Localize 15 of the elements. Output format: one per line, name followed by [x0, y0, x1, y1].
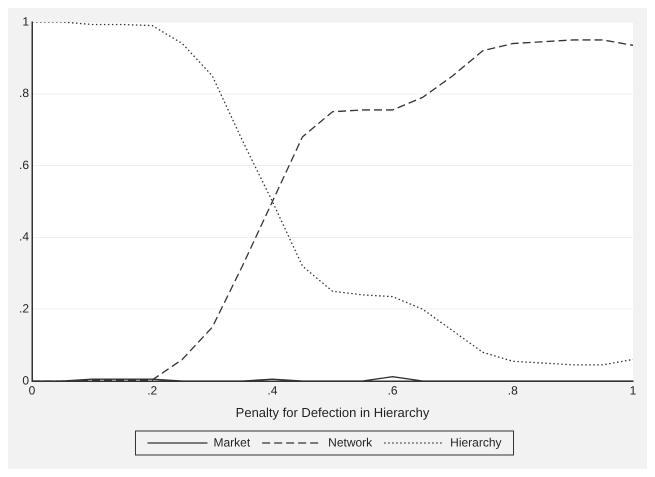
x-tick-label: .8 — [508, 384, 518, 398]
legend-label: Hierarchy — [450, 435, 502, 450]
y-tick-label: 1 — [22, 14, 30, 28]
x-tick-label: 1 — [630, 384, 637, 398]
y-tick-label: .4 — [18, 230, 30, 244]
y-tick-label: .2 — [18, 302, 30, 316]
legend-label: Network — [328, 435, 374, 450]
x-axis-title: Penalty for Defection in Hierarchy — [236, 404, 430, 420]
y-tick-label: 0 — [22, 373, 30, 388]
x-tick-label: .2 — [147, 384, 158, 398]
legend-label: Market — [213, 435, 251, 450]
y-tick-label: .8 — [18, 86, 30, 100]
x-tick-label: .6 — [388, 384, 398, 398]
x-tick-label: .4 — [267, 384, 278, 398]
y-tick-label: .6 — [18, 158, 30, 172]
